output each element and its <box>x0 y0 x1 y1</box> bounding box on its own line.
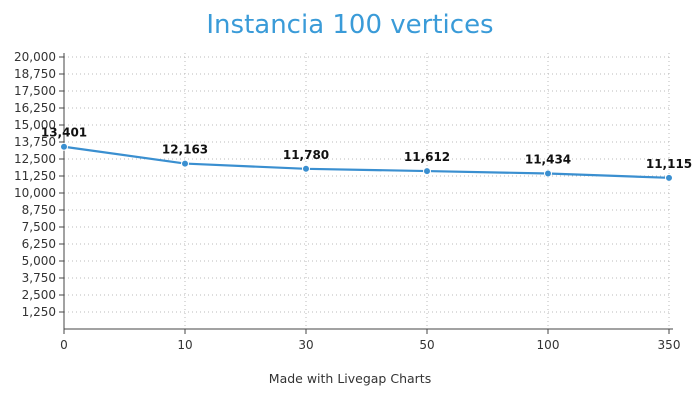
data-point <box>665 173 673 182</box>
y-tick-label: 17,500 <box>14 84 56 98</box>
y-tick-label: 8,750 <box>22 203 56 217</box>
y-tick-label: 5,000 <box>22 254 56 268</box>
x-tick-label: 350 <box>658 338 681 352</box>
y-tick-label: 7,500 <box>22 220 56 234</box>
data-point <box>544 169 552 178</box>
y-tick-label: 10,000 <box>14 186 56 200</box>
data-label: 11,434 <box>525 152 571 166</box>
y-tick-label: 18,750 <box>14 67 56 81</box>
chart-title: Instancia 100 vertices <box>206 10 494 40</box>
y-tick-label: 15,000 <box>14 118 56 132</box>
x-tick-label: 10 <box>177 338 192 352</box>
y-tick-label: 20,000 <box>14 50 56 64</box>
data-point <box>60 142 68 151</box>
y-tick-label: 11,250 <box>14 169 56 183</box>
series-line <box>63 145 670 179</box>
x-tick-label: 30 <box>298 338 313 352</box>
data-point <box>181 159 189 168</box>
y-tick-label: 6,250 <box>22 237 56 251</box>
y-tick-label: 3,750 <box>22 271 56 285</box>
data-label: 11,612 <box>404 150 450 164</box>
data-point <box>302 164 310 173</box>
y-tick-label: 16,250 <box>14 101 56 115</box>
data-label: 11,115 <box>646 157 692 171</box>
data-label: 11,780 <box>283 148 329 162</box>
x-tick-label: 0 <box>60 338 68 352</box>
y-tick-label: 2,500 <box>22 288 56 302</box>
data-point <box>423 167 431 176</box>
y-tick-label: 12,500 <box>14 152 56 166</box>
y-tick-label: 1,250 <box>22 305 56 319</box>
y-tick-label: 13,750 <box>14 135 56 149</box>
x-tick-label: 100 <box>537 338 560 352</box>
data-label: 13,401 <box>41 126 87 140</box>
footer-credit: Made with Livegap Charts <box>268 371 432 386</box>
data-label: 12,163 <box>162 143 208 157</box>
x-tick-label: 50 <box>419 338 434 352</box>
